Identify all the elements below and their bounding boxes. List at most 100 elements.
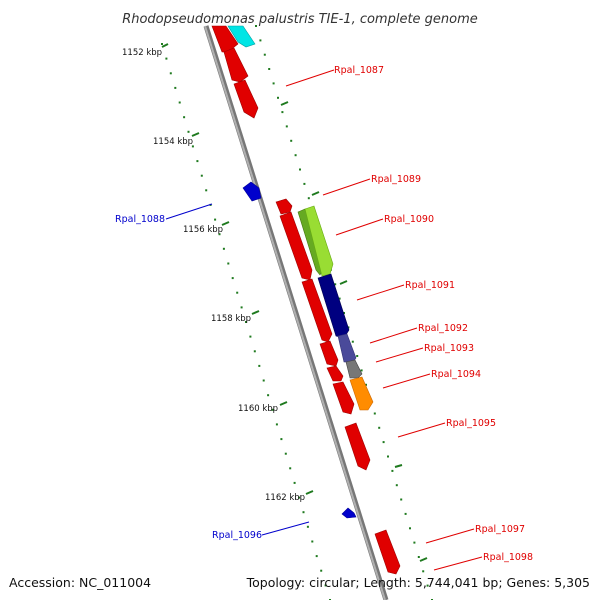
track-dot — [205, 189, 208, 192]
track-dot — [277, 96, 279, 99]
track-dot — [404, 512, 407, 515]
track-dot — [271, 408, 274, 411]
genome-backbone — [203, 25, 389, 600]
track-dot — [200, 174, 203, 177]
track-dot — [290, 139, 293, 142]
track-dot — [426, 584, 429, 587]
gene-label[interactable]: Rpal_1091 — [405, 280, 455, 291]
gene-label[interactable]: Rpal_1087 — [334, 65, 384, 76]
track-dot — [400, 498, 403, 501]
gene-arrow[interactable] — [344, 422, 371, 471]
gene-label[interactable]: Rpal_1096 — [212, 530, 262, 541]
gene-arrow[interactable] — [345, 359, 363, 379]
gene-label[interactable]: Rpal_1094 — [431, 369, 481, 380]
track-dot — [343, 312, 345, 314]
track-dot — [285, 125, 288, 128]
track-dot — [236, 291, 239, 294]
gene-arrow[interactable] — [349, 376, 374, 411]
kbp-ticks — [161, 43, 314, 495]
gene-label[interactable]: Rpal_1098 — [483, 552, 533, 563]
track-dot — [281, 111, 284, 114]
track-dot — [227, 262, 230, 265]
tick-label: 1160 kbp — [238, 404, 278, 414]
tick-label: 1156 kbp — [183, 225, 223, 235]
track-dot — [255, 25, 257, 27]
track-dot — [231, 277, 234, 280]
gene-labels: Rpal_1087 Rpal_1088 Rpal_1089 Rpal_1090 … — [115, 65, 533, 563]
gene-arrow[interactable] — [279, 211, 313, 281]
track-dot — [196, 160, 199, 163]
track-dot — [391, 469, 394, 472]
tick-label: 1152 kbp — [122, 48, 162, 58]
track-dot — [324, 584, 327, 587]
track-dot — [378, 426, 381, 429]
gene-arrow[interactable] — [227, 25, 256, 48]
track-dot — [258, 364, 261, 367]
track-dot — [382, 441, 385, 444]
gene-label[interactable]: Rpal_1097 — [475, 524, 525, 535]
track-dot — [298, 496, 301, 499]
track-dot — [272, 82, 275, 85]
right-ticks — [280, 101, 428, 562]
gene-arrow[interactable] — [326, 365, 344, 382]
label-leaders — [165, 69, 483, 571]
track-dot — [259, 39, 262, 42]
track-dot — [413, 541, 416, 544]
track-dot — [187, 130, 190, 133]
track-dot — [218, 233, 221, 236]
track-dot — [280, 438, 283, 441]
track-dot — [365, 383, 367, 386]
track-dot — [268, 68, 271, 70]
track-dot — [395, 484, 398, 487]
track-dot — [275, 423, 278, 426]
track-dot — [307, 197, 310, 200]
track-dot — [338, 297, 341, 300]
track-dot — [302, 511, 305, 514]
track-dot — [253, 350, 256, 353]
gene-label[interactable]: Rpal_1095 — [446, 418, 496, 429]
track-dot — [351, 340, 354, 343]
track-dot — [299, 168, 301, 171]
track-dot — [267, 394, 270, 397]
track-dot — [174, 86, 177, 89]
gene-arrow[interactable] — [223, 47, 249, 83]
gene-features — [211, 25, 401, 575]
track-dot — [284, 452, 287, 455]
gene-label[interactable]: Rpal_1092 — [418, 323, 468, 334]
track-dot — [263, 53, 266, 56]
gene-arrow[interactable] — [301, 278, 333, 343]
track-dot — [294, 154, 297, 157]
gene-arrow[interactable] — [233, 79, 259, 119]
gene-label[interactable]: Rpal_1090 — [384, 214, 434, 225]
accession-text: Accession: NC_011004 — [9, 575, 151, 590]
gene-label[interactable]: Rpal_1089 — [371, 174, 421, 185]
gene-arrow[interactable] — [242, 181, 262, 202]
track-dot — [306, 525, 309, 528]
track-dot — [311, 540, 314, 543]
track-dot — [191, 145, 194, 148]
track-dot — [249, 335, 252, 338]
track-dot — [422, 570, 425, 573]
gene-label[interactable]: Rpal_1088 — [115, 214, 165, 225]
gene-arrow[interactable] — [374, 529, 401, 575]
track-dot — [293, 481, 296, 484]
gene-arrow[interactable] — [332, 381, 355, 415]
gene-arrow[interactable] — [341, 507, 357, 519]
gene-arrow[interactable] — [304, 205, 334, 277]
gene-arrow[interactable] — [337, 333, 357, 363]
tick-label: 1158 kbp — [211, 314, 251, 324]
gene-arrow[interactable] — [319, 340, 339, 367]
gene-arrow[interactable] — [211, 25, 239, 53]
track-dot — [169, 72, 172, 75]
track-dot — [161, 43, 163, 45]
track-dot — [417, 556, 420, 558]
track-dot — [373, 412, 376, 415]
track-dot — [289, 467, 292, 470]
track-dot — [303, 182, 306, 185]
gene-label[interactable]: Rpal_1093 — [424, 343, 474, 354]
track-dot — [360, 369, 363, 372]
track-dot — [222, 247, 225, 250]
gene-arrow[interactable] — [275, 198, 293, 215]
track-dot — [262, 379, 265, 382]
